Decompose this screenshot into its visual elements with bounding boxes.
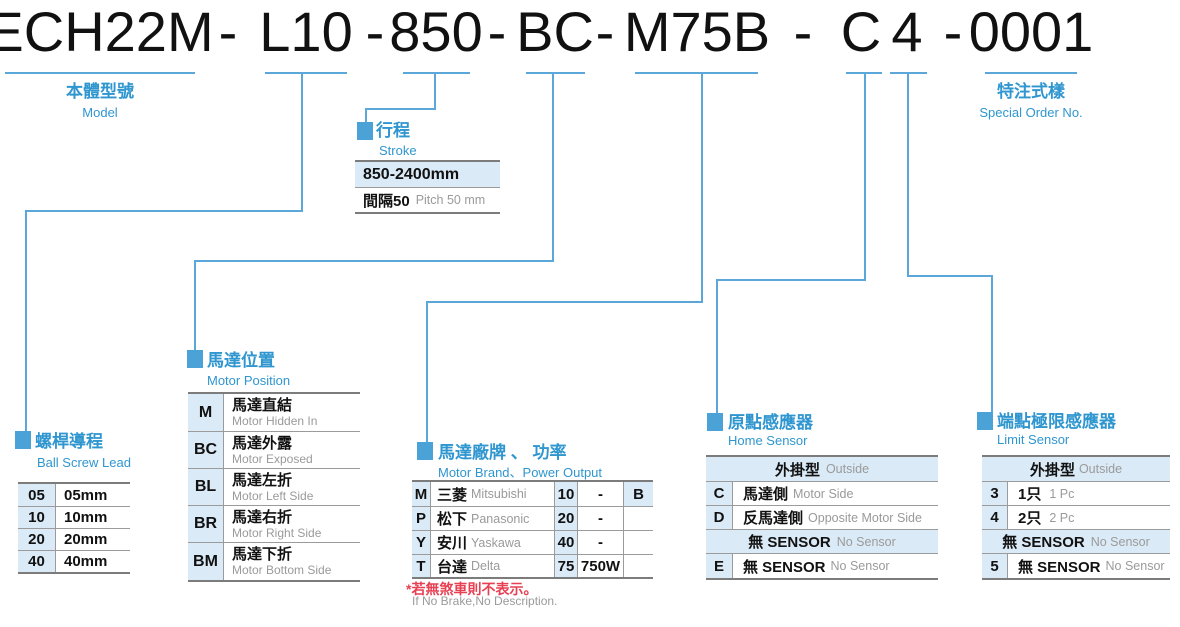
table-row: C 馬達側 Motor Side bbox=[706, 481, 938, 505]
underline-motor bbox=[635, 72, 758, 74]
section-marker-icon bbox=[707, 413, 723, 431]
section-marker-icon bbox=[187, 350, 203, 368]
limit-sensor-subtitle: Limit Sensor bbox=[997, 432, 1070, 447]
underline-stroke bbox=[403, 72, 470, 74]
table-row: 間隔50 Pitch 50 mm bbox=[355, 187, 500, 212]
underline-model bbox=[5, 72, 195, 74]
table-row: T 台達 Delta 75 750W bbox=[412, 554, 653, 577]
table-row: P 松下 Panasonic 20 - bbox=[412, 506, 653, 530]
brake-note-cjk: *若無煞車則不表示。 bbox=[406, 581, 538, 597]
connector-stroke bbox=[434, 72, 436, 110]
model-subtitle: Model bbox=[82, 105, 118, 120]
stroke-title: 行程 bbox=[376, 121, 410, 140]
underline-special bbox=[985, 72, 1077, 74]
stroke-pitch-cjk: 間隔50 bbox=[363, 192, 410, 210]
table-row: 850-2400mm bbox=[355, 162, 500, 187]
table-row: 無 SENSOR No Sensor bbox=[706, 529, 938, 553]
brake-suffix: B bbox=[624, 482, 653, 506]
code-special: 0001 bbox=[968, 0, 1094, 63]
connector-home-sensor bbox=[716, 279, 866, 281]
connector-motor bbox=[426, 301, 428, 444]
code-dash: - bbox=[595, 0, 615, 63]
table-row: 05 05mm bbox=[18, 484, 130, 506]
motor-position-table: M 馬達直結 Motor Hidden In BC 馬達外露 Motor Exp… bbox=[188, 392, 360, 582]
code-dash: - bbox=[365, 0, 385, 63]
connector-limit-sensor bbox=[907, 275, 993, 277]
home-sensor-subtitle: Home Sensor bbox=[728, 433, 808, 448]
table-row: 4 2只 2 Pc bbox=[982, 505, 1170, 529]
special-subtitle: Special Order No. bbox=[979, 105, 1083, 120]
table-row: M 馬達直結 Motor Hidden In bbox=[188, 394, 360, 431]
table-row: E 無 SENSOR No Sensor bbox=[706, 553, 938, 578]
table-row: 40 40mm bbox=[18, 550, 130, 572]
underline-motor-position bbox=[526, 72, 585, 74]
connector-motor bbox=[426, 301, 703, 303]
code-lead: L10 bbox=[259, 0, 353, 63]
connector-lead bbox=[25, 210, 303, 212]
motor-brand-table: M 三菱 Mitsubishi 10 - B P 松下 Panasonic 20… bbox=[412, 480, 653, 579]
code-dash: - bbox=[218, 0, 238, 63]
code-stroke: 850 bbox=[389, 0, 483, 63]
table-row: 外掛型 Outside bbox=[706, 457, 938, 481]
table-row: BL 馬達左折 Motor Left Side bbox=[188, 468, 360, 505]
code-dash: - bbox=[487, 0, 507, 63]
home-sensor-table: 外掛型 Outside C 馬達側 Motor Side D 反馬達側 Oppo… bbox=[706, 455, 938, 580]
table-row: Y 安川 Yaskawa 40 - bbox=[412, 530, 653, 554]
connector-home-sensor bbox=[864, 72, 866, 281]
connector-lead bbox=[25, 210, 27, 433]
connector-limit-sensor bbox=[907, 72, 909, 277]
table-row: 10 10mm bbox=[18, 506, 130, 528]
lead-table: 05 05mm 10 10mm 20 20mm 40 40mm bbox=[18, 482, 130, 574]
connector-motor bbox=[701, 72, 703, 303]
connector-motor-position bbox=[194, 260, 196, 352]
lead-subtitle: Ball Screw Lead bbox=[37, 455, 131, 470]
code-home-sensor: C bbox=[840, 0, 882, 63]
underline-lead bbox=[265, 72, 347, 74]
section-marker-icon bbox=[417, 442, 433, 460]
table-row: 20 20mm bbox=[18, 528, 130, 550]
table-row: D 反馬達側 Opposite Motor Side bbox=[706, 505, 938, 529]
code-motor-position: BC bbox=[516, 0, 594, 63]
connector-limit-sensor bbox=[991, 275, 993, 414]
code-limit-sensor: 4 bbox=[891, 0, 923, 63]
limit-sensor-table: 外掛型 Outside 3 1只 1 Pc 4 2只 2 Pc 無 SENSOR… bbox=[982, 455, 1170, 580]
connector-stroke bbox=[365, 108, 436, 110]
stroke-pitch-en: Pitch 50 mm bbox=[415, 193, 486, 207]
table-row: 5 無 SENSOR No Sensor bbox=[982, 553, 1170, 578]
connector-lead bbox=[301, 72, 303, 212]
table-row: 無 SENSOR No Sensor bbox=[982, 529, 1170, 553]
limit-sensor-title: 端點極限感應器 bbox=[997, 412, 1116, 431]
motor-position-subtitle: Motor Position bbox=[207, 373, 291, 388]
motor-position-title: 馬達位置 bbox=[207, 351, 275, 370]
table-row: M 三菱 Mitsubishi 10 - B bbox=[412, 482, 653, 506]
motor-brand-title: 馬達廠牌 、 功率 bbox=[438, 443, 567, 462]
stroke-subtitle: Stroke bbox=[379, 143, 417, 158]
code-dash: - bbox=[793, 0, 813, 63]
section-marker-icon bbox=[977, 412, 993, 430]
model-title: 本體型號 bbox=[66, 82, 134, 101]
home-sensor-title: 原點感應器 bbox=[728, 413, 813, 432]
table-row: 外掛型 Outside bbox=[982, 457, 1170, 481]
connector-stroke bbox=[365, 108, 367, 125]
table-row: 3 1只 1 Pc bbox=[982, 481, 1170, 505]
code-dash: - bbox=[943, 0, 963, 63]
motor-brand-subtitle: Motor Brand、Power Output bbox=[438, 465, 603, 480]
stroke-range: 850-2400mm bbox=[363, 165, 460, 183]
connector-home-sensor bbox=[716, 279, 718, 416]
table-row: BM 馬達下折 Motor Bottom Side bbox=[188, 542, 360, 580]
lead-title: 螺桿導程 bbox=[35, 432, 103, 451]
section-marker-icon bbox=[357, 122, 373, 140]
table-row: BR 馬達右折 Motor Right Side bbox=[188, 505, 360, 542]
section-marker-icon bbox=[15, 431, 31, 449]
code-model: ECH22M bbox=[0, 0, 214, 63]
connector-motor-position bbox=[194, 260, 554, 262]
brake-note-en: If No Brake,No Description. bbox=[412, 594, 558, 608]
connector-motor-position bbox=[552, 72, 554, 262]
table-row: BC 馬達外露 Motor Exposed bbox=[188, 431, 360, 468]
code-motor: M75B bbox=[623, 0, 771, 63]
special-title: 特注式樣 bbox=[997, 82, 1065, 101]
stroke-table: 850-2400mm 間隔50 Pitch 50 mm bbox=[355, 160, 500, 214]
